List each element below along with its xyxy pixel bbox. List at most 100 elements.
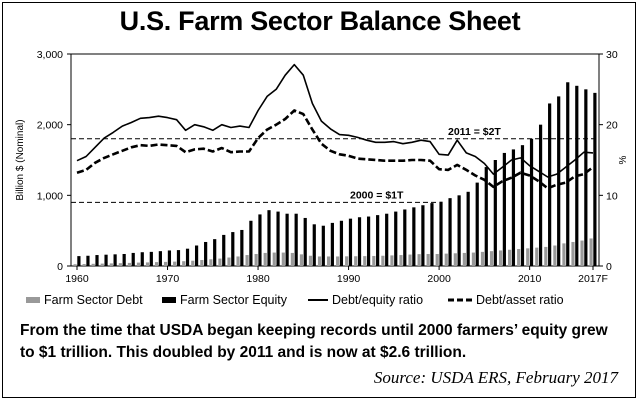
y-tick-label: 3,000 xyxy=(37,49,63,61)
legend-swatch-da-ratio xyxy=(448,298,472,302)
bar-equity xyxy=(466,191,470,266)
bar-equity xyxy=(176,250,181,266)
y2-tick-label: 30 xyxy=(606,49,618,61)
legend-swatch-debt xyxy=(26,297,40,303)
bar-debt xyxy=(390,255,394,266)
caption: From the time that USDA began keeping re… xyxy=(20,322,608,361)
bar-debt xyxy=(354,256,358,266)
legend-label-debt: Farm Sector Debt xyxy=(44,293,143,307)
x-tick-label: 1990 xyxy=(337,273,361,285)
bar-debt xyxy=(91,263,95,266)
bar-debt xyxy=(263,252,267,266)
bar-debt xyxy=(508,249,512,266)
bar-equity xyxy=(285,213,289,266)
bar-equity xyxy=(167,250,172,266)
annotation-label: 2011 = $2T xyxy=(448,126,501,138)
bar-equity xyxy=(276,211,280,266)
bar-debt xyxy=(209,259,213,266)
bar-debt xyxy=(444,253,448,266)
source-note: Source: USDA ERS, February 2017 xyxy=(373,368,618,387)
bar-debt xyxy=(290,252,294,266)
y2-axis-label: % xyxy=(618,155,629,164)
bar-debt xyxy=(417,254,421,266)
bar-debt xyxy=(526,248,530,266)
bar-debt xyxy=(308,255,313,266)
bar-equity xyxy=(448,198,452,266)
y-tick-label: 2,000 xyxy=(37,120,63,132)
bar-debt xyxy=(471,252,476,266)
bar-equity xyxy=(312,224,316,266)
bar-equity xyxy=(140,252,144,266)
bar-equity xyxy=(475,182,479,266)
bar-debt xyxy=(571,241,575,266)
line-debt-asset-ratio xyxy=(76,109,594,190)
bar-equity xyxy=(520,145,525,266)
bar-equity xyxy=(149,251,153,266)
bar-equity xyxy=(538,124,543,267)
bar-debt xyxy=(118,263,122,266)
bar-debt xyxy=(480,251,485,266)
bar-debt xyxy=(200,259,204,266)
bar-debt xyxy=(462,252,466,266)
y-tick-label: 0 xyxy=(57,261,63,273)
x-tick-label: 2017F xyxy=(578,273,608,285)
bar-equity xyxy=(231,232,235,266)
bar-debt xyxy=(372,255,376,266)
x-tick-label: 2000 xyxy=(427,273,451,285)
bar-equity xyxy=(557,96,561,267)
bar-equity xyxy=(213,239,217,266)
bar-debt xyxy=(164,261,168,266)
legend-swatch-equity xyxy=(162,297,176,303)
bar-debt xyxy=(254,253,258,266)
bar-debt xyxy=(326,256,331,266)
bar-equity xyxy=(366,216,371,266)
legend-swatch-de-ratio xyxy=(308,299,328,301)
bar-equity xyxy=(385,213,389,266)
chart-title: U.S. Farm Sector Balance Sheet xyxy=(119,6,521,36)
bar-equity xyxy=(240,229,244,266)
bar-debt xyxy=(535,247,539,266)
bar-equity xyxy=(258,214,262,266)
y2-tick-label: 0 xyxy=(606,261,612,273)
bar-debt xyxy=(154,262,159,266)
bar-equity xyxy=(86,255,90,266)
x-tick-label: 1980 xyxy=(246,273,270,285)
bar-equity xyxy=(421,205,425,266)
legend-label-de-ratio: Debt/equity ratio xyxy=(332,293,424,307)
bar-debt xyxy=(173,261,177,266)
bar-debt xyxy=(299,254,304,266)
bar-debt xyxy=(453,253,457,266)
bar-equity xyxy=(357,217,362,266)
bar-debt xyxy=(589,238,593,266)
legend-label-equity: Farm Sector Equity xyxy=(180,293,287,307)
bar-equity xyxy=(566,82,570,267)
bar-equity xyxy=(529,138,534,266)
bar-equity xyxy=(511,149,516,266)
bar-equity xyxy=(376,215,380,266)
bar-equity xyxy=(484,167,488,266)
bar-debt xyxy=(272,252,276,266)
x-tick-label: 1970 xyxy=(156,273,180,285)
bar-debt xyxy=(281,252,285,266)
bar-debt xyxy=(408,254,412,266)
bar-debt xyxy=(399,255,403,266)
bar-debt xyxy=(317,256,322,266)
y-axis-label: Billion $ (Nominal) xyxy=(15,119,26,200)
legend-item-equity: Farm Sector Equity xyxy=(162,293,287,307)
bar-equity xyxy=(457,195,461,266)
bar-debt xyxy=(517,249,521,266)
bar-equity xyxy=(267,210,271,266)
bar-debt xyxy=(236,256,240,266)
bar-debt xyxy=(145,262,150,266)
bar-equity xyxy=(548,103,552,266)
bar-equity xyxy=(348,218,353,266)
bar-equity xyxy=(593,92,597,266)
bar-debt xyxy=(73,264,77,266)
bar-equity xyxy=(204,241,208,266)
chart-frame xyxy=(2,2,636,398)
bar-debt xyxy=(553,245,557,266)
bar-debt xyxy=(426,253,430,266)
annotation-label: 2000 = $1T xyxy=(350,189,404,201)
bar-equity xyxy=(330,222,334,266)
bar-debt xyxy=(127,262,132,266)
